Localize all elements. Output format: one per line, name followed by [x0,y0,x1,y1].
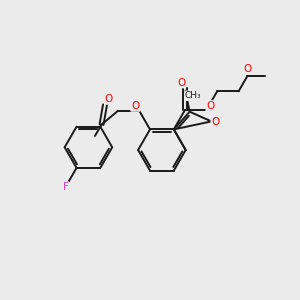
Text: O: O [243,64,252,74]
Text: F: F [63,182,69,192]
Text: O: O [131,101,140,111]
Text: O: O [177,77,185,88]
Text: O: O [206,101,214,111]
Text: O: O [211,117,220,128]
Text: CH₃: CH₃ [185,91,202,100]
Text: O: O [105,94,113,104]
